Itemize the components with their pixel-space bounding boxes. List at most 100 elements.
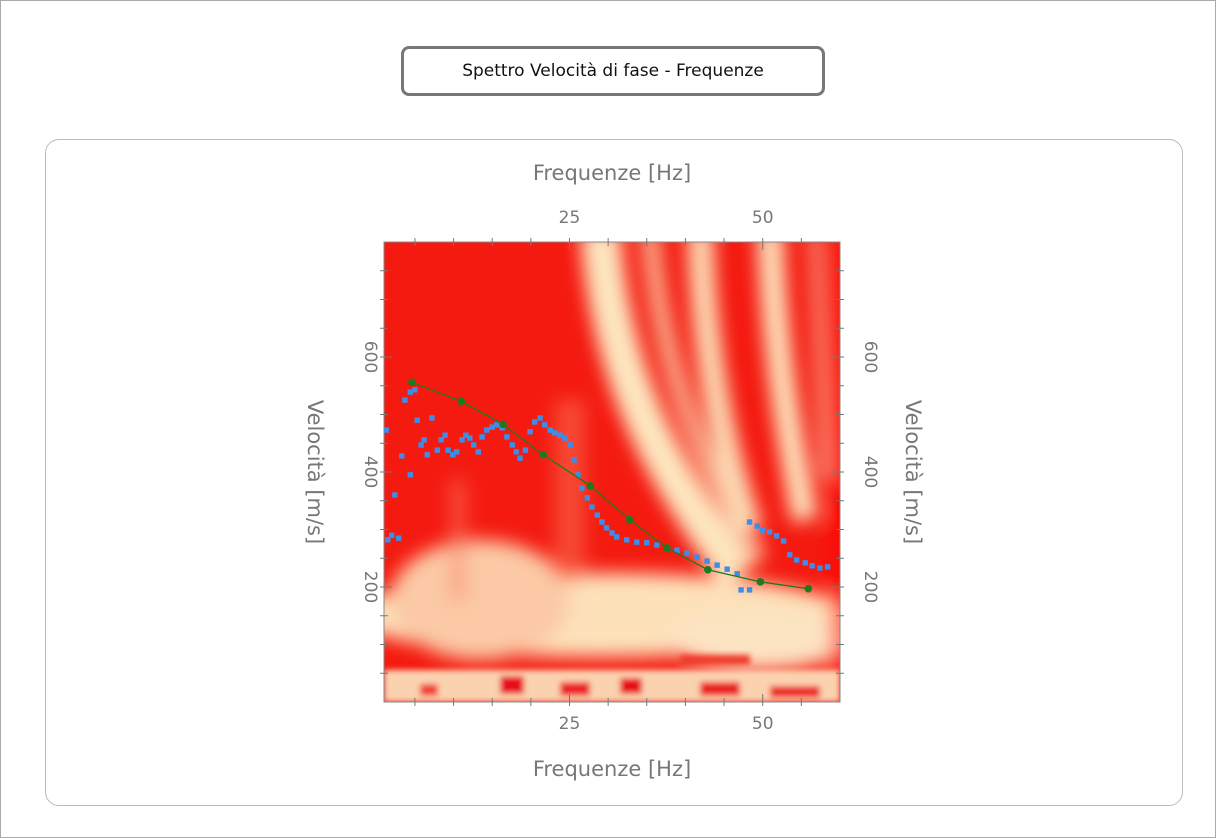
data-point (613, 534, 620, 540)
data-point (674, 547, 680, 553)
data-point (634, 539, 640, 545)
data-point (467, 435, 473, 441)
fit-point (539, 450, 548, 459)
y-tick-label: 200 (360, 571, 380, 603)
data-point (567, 442, 573, 448)
data-point (766, 529, 773, 535)
data-point (773, 533, 780, 539)
data-point (644, 540, 650, 546)
x-tick-label-top: 25 (559, 208, 581, 228)
data-point (450, 452, 456, 458)
data-point (522, 447, 529, 453)
data-point (453, 449, 460, 455)
data-point (470, 442, 477, 448)
data-point (579, 485, 585, 491)
data-point (414, 417, 420, 423)
data-point (817, 565, 823, 571)
heatmap (384, 242, 840, 702)
data-point (787, 552, 793, 558)
data-point (584, 495, 590, 501)
data-point (780, 538, 787, 544)
data-point (704, 558, 710, 564)
fit-point (804, 584, 813, 593)
data-point (684, 550, 690, 556)
data-point (385, 537, 391, 543)
fit-point (408, 378, 416, 387)
data-point (542, 422, 548, 428)
data-point (429, 415, 435, 421)
data-point (407, 472, 413, 478)
data-point (754, 523, 761, 529)
data-point (599, 519, 605, 525)
data-point (532, 419, 538, 425)
data-point (746, 587, 753, 593)
data-point (589, 504, 595, 510)
data-point (504, 434, 510, 440)
data-point (571, 457, 577, 463)
data-point (424, 452, 430, 458)
data-point (734, 571, 740, 577)
data-point (509, 442, 515, 448)
y-tick-label-right: 400 (860, 456, 880, 488)
fit-point (499, 420, 507, 429)
fit-line (411, 381, 809, 590)
data-point (445, 447, 451, 453)
data-point (392, 492, 398, 498)
fit-point (663, 544, 671, 552)
data-point (513, 449, 519, 455)
y-tick-label-right: 600 (860, 341, 880, 373)
data-point (603, 525, 610, 531)
data-point (724, 566, 730, 572)
fit-point (756, 578, 765, 586)
data-point (389, 532, 395, 538)
data-point (575, 472, 581, 478)
fit-point (625, 515, 634, 524)
y-axis-title: Velocità [m/s] (303, 400, 327, 544)
data-point (594, 512, 601, 518)
x-axis-title-top: Frequenze [Hz] (533, 161, 691, 185)
data-point (383, 427, 390, 433)
data-point (562, 435, 568, 441)
data-point (479, 434, 485, 440)
data-point (760, 527, 766, 533)
x-axis-title: Frequenze [Hz] (533, 757, 691, 781)
data-point (421, 437, 427, 443)
data-point (802, 560, 808, 566)
y-tick-label-right: 200 (860, 571, 880, 603)
data-point (794, 557, 800, 563)
fit-point (586, 482, 595, 490)
y-axis-title-right: Velocità [m/s] (901, 400, 925, 544)
data-point (434, 447, 441, 453)
x-tick-label: 50 (752, 714, 774, 734)
data-point (517, 455, 523, 461)
data-point (809, 563, 815, 569)
data-point (463, 432, 469, 438)
data-point (694, 554, 700, 560)
y-tick-label: 400 (360, 456, 380, 488)
data-point (738, 587, 744, 593)
data-point (623, 537, 630, 543)
data-point (654, 542, 660, 548)
data-point (557, 432, 563, 438)
data-point (484, 427, 490, 433)
x-tick-label-top: 50 (752, 208, 774, 228)
data-point (527, 429, 533, 435)
data-point (824, 564, 831, 570)
fit-point (457, 397, 466, 406)
fit-point (704, 565, 712, 574)
data-point (552, 430, 558, 436)
data-point (494, 422, 500, 428)
data-point (459, 437, 465, 443)
data-point (609, 530, 615, 536)
data-point (395, 535, 402, 541)
title-button[interactable]: Spettro Velocità di fase - Frequenze (401, 46, 825, 96)
data-point (402, 397, 408, 403)
data-point (537, 415, 543, 421)
data-point (547, 427, 553, 433)
y-tick-label: 600 (360, 341, 380, 373)
data-point (412, 387, 418, 393)
data-point (475, 449, 481, 455)
data-point (489, 424, 495, 430)
x-tick-label: 25 (559, 714, 581, 734)
